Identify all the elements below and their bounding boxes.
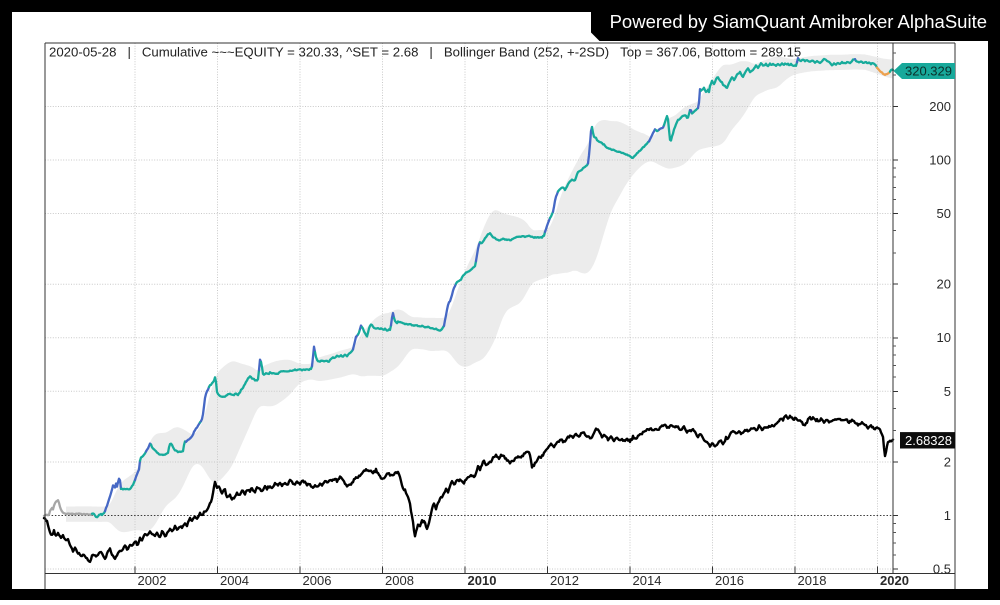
svg-text:2020-05-28 | Cumulative ~~: 2020-05-28 | Cumulative ~~~EQUITY = 320.… bbox=[49, 45, 801, 60]
svg-text:2014: 2014 bbox=[633, 573, 662, 588]
svg-text:2018: 2018 bbox=[798, 573, 827, 588]
svg-text:2: 2 bbox=[944, 455, 951, 470]
svg-text:1: 1 bbox=[944, 508, 951, 523]
svg-text:2016: 2016 bbox=[715, 573, 744, 588]
svg-text:320.329: 320.329 bbox=[905, 64, 952, 79]
svg-text:20: 20 bbox=[937, 277, 951, 292]
svg-text:200: 200 bbox=[929, 99, 951, 114]
svg-text:50: 50 bbox=[937, 206, 951, 221]
svg-text:2012: 2012 bbox=[550, 573, 579, 588]
svg-text:2002: 2002 bbox=[138, 573, 167, 588]
svg-text:2.68328: 2.68328 bbox=[905, 433, 952, 448]
svg-text:10: 10 bbox=[937, 330, 951, 345]
svg-text:2004: 2004 bbox=[220, 573, 249, 588]
svg-text:2010: 2010 bbox=[468, 573, 497, 588]
svg-text:100: 100 bbox=[929, 153, 951, 168]
svg-text:5: 5 bbox=[944, 384, 951, 399]
svg-text:2020: 2020 bbox=[880, 573, 909, 588]
svg-text:2008: 2008 bbox=[385, 573, 414, 588]
svg-text:0.5: 0.5 bbox=[933, 562, 951, 577]
svg-text:2006: 2006 bbox=[303, 573, 332, 588]
svg-text:Powered by SiamQuant Amibroker: Powered by SiamQuant Amibroker AlphaSuit… bbox=[610, 11, 987, 32]
